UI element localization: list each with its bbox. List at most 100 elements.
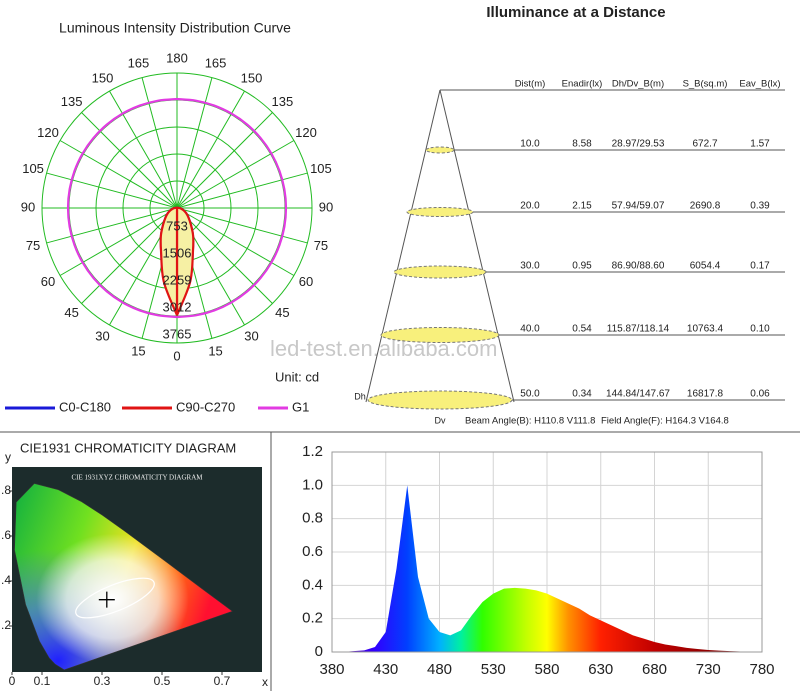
polar-spoke xyxy=(176,90,245,209)
table-cell: 2.15 xyxy=(572,201,592,212)
cie-y-label: y xyxy=(5,450,11,464)
cie-inner-title: CIE 1931XYZ CHROMATICITY DIAGRAM xyxy=(72,474,204,482)
table-cell: 1.57 xyxy=(750,139,770,150)
table-cell: 0.54 xyxy=(572,324,592,335)
angle-label: 45 xyxy=(275,305,289,320)
x-tick-label: 580 xyxy=(534,661,559,678)
table-cell: 57.94/59.07 xyxy=(612,201,665,212)
angle-label: 180 xyxy=(166,50,188,65)
polar-curve xyxy=(159,206,179,316)
angle-label: 135 xyxy=(272,94,294,109)
cie-x-label: x xyxy=(262,675,268,689)
field-angle: Field Angle(F): H164.3 V164.8 xyxy=(601,416,729,427)
angle-label: 75 xyxy=(314,238,328,253)
angle-label: 105 xyxy=(310,161,332,176)
table-cell: 8.58 xyxy=(572,139,592,150)
cie-title: CIE1931 CHROMATICITY DIAGRAM xyxy=(20,440,236,455)
polar-spoke xyxy=(176,112,273,209)
angle-label: 15 xyxy=(208,343,222,358)
y-tick-label: .2 xyxy=(1,618,11,632)
polar-spoke xyxy=(109,90,178,209)
column-header: S_B(sq.m) xyxy=(683,79,728,90)
table-cell: 16817.8 xyxy=(687,389,724,400)
table-cell: 672.7 xyxy=(692,139,717,150)
polar-spoke xyxy=(81,207,178,304)
light-spot xyxy=(425,146,455,154)
chromaticity-point xyxy=(98,591,115,608)
x-tick-label: 730 xyxy=(696,661,721,678)
y-tick-label: 0.4 xyxy=(302,576,323,593)
x-tick-label: 780 xyxy=(749,661,774,678)
legend-label: G1 xyxy=(292,399,309,414)
angle-label: 165 xyxy=(128,56,150,71)
spectrum-area xyxy=(332,485,762,652)
table-cell: 0.10 xyxy=(750,324,770,335)
y-tick-label: 1.2 xyxy=(302,443,323,460)
polar-spoke xyxy=(176,207,295,276)
light-spot xyxy=(367,390,513,410)
beam-angle: Beam Angle(B): H110.8 V111.8 xyxy=(465,416,595,427)
legend-label: C0-C180 xyxy=(59,399,111,414)
polar-spoke xyxy=(176,140,295,209)
cie-gamut-white xyxy=(14,483,234,671)
polar-spoke xyxy=(59,207,178,276)
table-cell: 50.0 xyxy=(520,389,540,400)
table-cell: 20.0 xyxy=(520,201,540,212)
legend-label: C90-C270 xyxy=(176,399,235,414)
table-cell: 10.0 xyxy=(520,139,540,150)
angle-label: 45 xyxy=(64,305,78,320)
x-tick-label: 0.3 xyxy=(94,674,111,688)
dv-label: Dv xyxy=(435,415,446,425)
x-tick-label: 380 xyxy=(319,661,344,678)
y-tick-label: 1.0 xyxy=(302,476,323,493)
angle-label: 30 xyxy=(95,328,109,343)
table-cell: 30.0 xyxy=(520,261,540,272)
polar-curve xyxy=(176,97,288,319)
x-tick-label: 430 xyxy=(373,661,398,678)
polar-spoke xyxy=(46,172,178,209)
dh-label: Dh xyxy=(354,391,366,401)
table-cell: 6054.4 xyxy=(690,261,721,272)
cie-locus xyxy=(14,483,234,671)
radial-label: 1506 xyxy=(163,245,192,260)
y-tick-label: 0.6 xyxy=(302,543,323,560)
angle-label: 0 xyxy=(173,348,180,363)
angle-label: 150 xyxy=(241,70,263,85)
y-tick-label: .8 xyxy=(1,483,11,497)
angle-label: 105 xyxy=(22,161,44,176)
polar-spoke xyxy=(176,207,273,304)
y-tick-label: .6 xyxy=(1,528,11,542)
angle-label: 150 xyxy=(92,70,114,85)
polar-title: Luminous Intensity Distribution Curve xyxy=(59,20,291,36)
light-spot xyxy=(406,207,474,217)
polar-spoke xyxy=(176,207,308,244)
light-spot xyxy=(380,327,500,343)
y-tick-label: .4 xyxy=(1,573,11,587)
column-header: Dist(m) xyxy=(515,79,546,90)
table-cell: 10763.4 xyxy=(687,324,724,335)
x-tick-label: 530 xyxy=(481,661,506,678)
table-cell: 2690.8 xyxy=(690,201,721,212)
column-header: Eav_B(lx) xyxy=(739,79,780,90)
x-tick-label: 680 xyxy=(642,661,667,678)
table-cell: 0.95 xyxy=(572,261,592,272)
angle-label: 60 xyxy=(299,274,313,289)
cone-edge xyxy=(439,89,515,403)
table-cell: 0.06 xyxy=(750,389,770,400)
angle-label: 90 xyxy=(21,199,35,214)
table-cell: 115.87/118.14 xyxy=(607,324,670,335)
angle-label: 165 xyxy=(205,56,227,71)
angle-label: 30 xyxy=(244,328,258,343)
polar-spoke xyxy=(176,77,213,209)
table-cell: 144.84/147.67 xyxy=(606,389,670,400)
angle-label: 15 xyxy=(131,343,145,358)
table-cell: 0.34 xyxy=(572,389,592,400)
table-cell: 0.39 xyxy=(750,201,770,212)
polar-curve xyxy=(66,97,178,319)
x-tick-label: 0 xyxy=(9,674,16,688)
planck-ellipse xyxy=(75,577,155,619)
angle-label: 120 xyxy=(295,125,317,140)
table-cell: 28.97/29.53 xyxy=(612,139,665,150)
angle-label: 60 xyxy=(41,274,55,289)
